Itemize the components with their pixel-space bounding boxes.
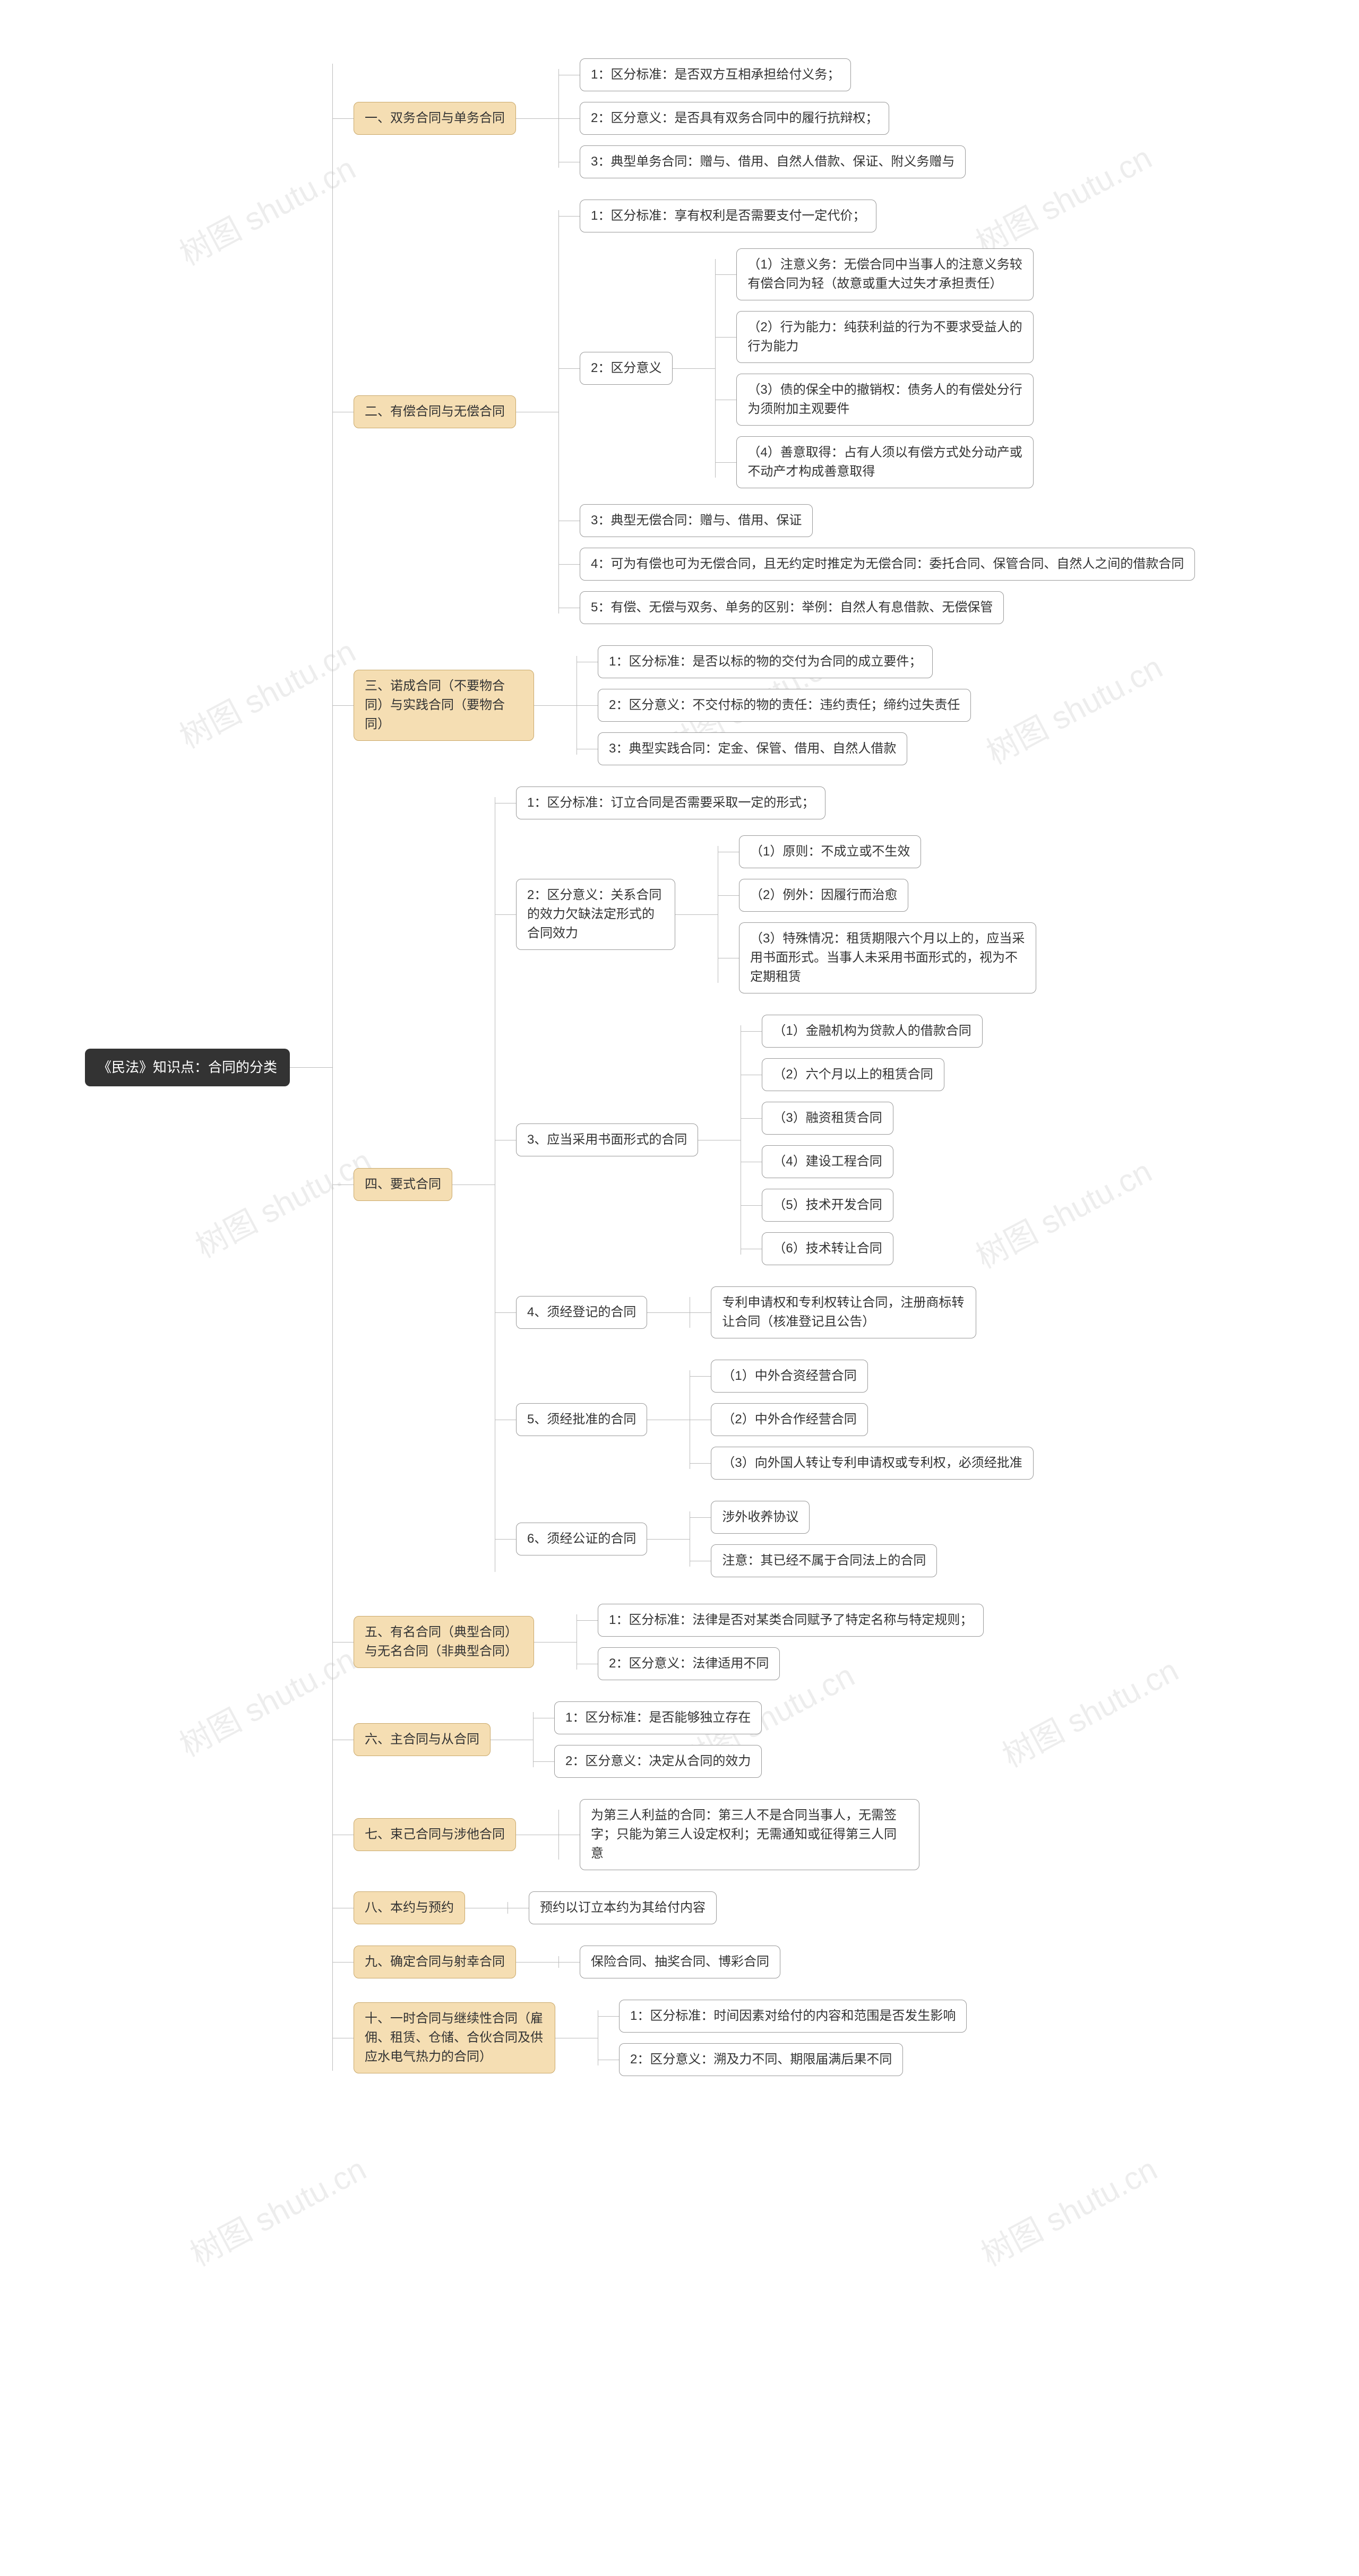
leaf: （4）建设工程合同 xyxy=(762,1145,893,1178)
leaf: 3：典型无偿合同：赠与、借用、保证 xyxy=(580,504,813,537)
leaf: 5：有偿、无偿与双务、单务的区别：举例：自然人有息借款、无偿保管 xyxy=(580,591,1004,624)
branch-7: 七、束己合同与涉他合同 为第三人利益的合同：第三人不是合同当事人，无需签字；只能… xyxy=(354,1794,1195,1875)
leaf: 1：区分标准：订立合同是否需要采取一定的形式； xyxy=(516,786,825,819)
branch-3: 三、诺成合同（不要物合同）与实践合同（要物合同） 1：区分标准：是否以标的物的交… xyxy=(354,640,1195,771)
node-b4c5: 5、须经批准的合同 xyxy=(516,1403,647,1436)
leaf: 2：区分意义：法律适用不同 xyxy=(598,1647,780,1680)
leaf: 1：区分标准：是否双方互相承担给付义务； xyxy=(580,58,851,91)
leaf: 专利申请权和专利权转让合同，注册商标转让合同（核准登记且公告） xyxy=(711,1286,976,1338)
leaf: （1）注意义务：无偿合同中当事人的注意义务较有偿合同为轻（故意或重大过失才承担责… xyxy=(736,248,1034,300)
leaf: 2：区分意义：不交付标的物的责任：违约责任；缔约过失责任 xyxy=(598,689,971,722)
node-b4c2: 2：区分意义：关系合同的效力欠缺法定形式的合同效力 xyxy=(516,879,675,950)
node-b5: 五、有名合同（典型合同）与无名合同（非典型合同） xyxy=(354,1616,534,1668)
leaf: 1：区分标准：是否以标的物的交付为合同的成立要件； xyxy=(598,645,933,678)
leaf: （1）金融机构为贷款人的借款合同 xyxy=(762,1015,982,1048)
leaf: （4）善意取得：占有人须以有偿方式处分动产或不动产才构成善意取得 xyxy=(736,436,1034,488)
node-b4c4: 4、须经登记的合同 xyxy=(516,1296,647,1329)
root-node: 《民法》知识点：合同的分类 xyxy=(85,1049,290,1086)
branch-10: 十、一时合同与继续性合同（雇佣、租赁、仓储、合伙合同及供应水电气热力的合同） 1… xyxy=(354,1994,1195,2081)
branch-9: 九、确定合同与射幸合同 保险合同、抽奖合同、博彩合同 xyxy=(354,1940,1195,1984)
leaf: （1）原则：不成立或不生效 xyxy=(739,835,921,868)
node-b2c2: 2：区分意义 xyxy=(580,352,673,385)
leaf: 保险合同、抽奖合同、博彩合同 xyxy=(580,1946,780,1978)
leaf: （2）六个月以上的租赁合同 xyxy=(762,1058,944,1091)
leaf: （3）融资租赁合同 xyxy=(762,1102,893,1135)
node-b4c3: 3、应当采用书面形式的合同 xyxy=(516,1123,698,1156)
branch-6: 六、主合同与从合同 1：区分标准：是否能够独立存在 2：区分意义：决定从合同的效… xyxy=(354,1696,1195,1783)
node-b1: 一、双务合同与单务合同 xyxy=(354,102,516,135)
branch-5: 五、有名合同（典型合同）与无名合同（非典型合同） 1：区分标准：法律是否对某类合… xyxy=(354,1598,1195,1685)
leaf: （2）例外：因履行而治愈 xyxy=(739,879,908,912)
branch-4: 四、要式合同 1：区分标准：订立合同是否需要采取一定的形式； 2：区分意义：关系… xyxy=(354,781,1195,1588)
leaf: （6）技术转让合同 xyxy=(762,1232,893,1265)
leaf: （2）行为能力：纯获利益的行为不要求受益人的行为能力 xyxy=(736,311,1034,363)
node-b7: 七、束己合同与涉他合同 xyxy=(354,1818,516,1851)
watermark-text: 树图 shutu.cn xyxy=(181,2144,373,2275)
leaf: 涉外收养协议 xyxy=(711,1501,810,1534)
node-b10: 十、一时合同与继续性合同（雇佣、租赁、仓储、合伙合同及供应水电气热力的合同） xyxy=(354,2002,555,2073)
leaf: 预约以订立本约为其给付内容 xyxy=(529,1891,717,1924)
leaf: 2：区分意义：溯及力不同、期限届满后果不同 xyxy=(619,2043,903,2076)
leaf: 1：区分标准：法律是否对某类合同赋予了特定名称与特定规则； xyxy=(598,1604,984,1637)
node-b9: 九、确定合同与射幸合同 xyxy=(354,1946,516,1978)
node-b6: 六、主合同与从合同 xyxy=(354,1723,491,1756)
node-b3: 三、诺成合同（不要物合同）与实践合同（要物合同） xyxy=(354,670,534,741)
mindmap-root-container: 《民法》知识点：合同的分类 一、双务合同与单务合同 1：区分标准：是否双方互相承… xyxy=(85,48,1195,2087)
branch-2: 二、有偿合同与无偿合同 1：区分标准：享有权利是否需要支付一定代价； 2：区分意… xyxy=(354,194,1195,629)
level1-children: 一、双务合同与单务合同 1：区分标准：是否双方互相承担给付义务； 2：区分意义：… xyxy=(354,48,1195,2087)
leaf: 3：典型实践合同：定金、保管、借用、自然人借款 xyxy=(598,732,907,765)
leaf: （2）中外合作经营合同 xyxy=(711,1403,867,1436)
leaf: 2：区分意义：决定从合同的效力 xyxy=(554,1745,762,1778)
leaf: 4：可为有偿也可为无偿合同，且无约定时推定为无偿合同：委托合同、保管合同、自然人… xyxy=(580,548,1195,581)
leaf: 2：区分意义：是否具有双务合同中的履行抗辩权； xyxy=(580,102,889,135)
leaf: （3）向外国人转让专利申请权或专利权，必须经批准 xyxy=(711,1447,1033,1480)
leaf: （5）技术开发合同 xyxy=(762,1189,893,1222)
branch-8: 八、本约与预约 预约以订立本约为其给付内容 xyxy=(354,1886,1195,1930)
leaf: （3）债的保全中的撤销权：债务人的有偿处分行为须附加主观要件 xyxy=(736,374,1034,426)
watermark-text: 树图 shutu.cn xyxy=(972,2144,1164,2275)
branch-1: 一、双务合同与单务合同 1：区分标准：是否双方互相承担给付义务； 2：区分意义：… xyxy=(354,53,1195,184)
leaf: 1：区分标准：享有权利是否需要支付一定代价； xyxy=(580,200,876,232)
leaf: 1：区分标准：时间因素对给付的内容和范围是否发生影响 xyxy=(619,2000,967,2033)
leaf: （3）特殊情况：租赁期限六个月以上的，应当采用书面形式。当事人未采用书面形式的，… xyxy=(739,922,1036,993)
node-b8: 八、本约与预约 xyxy=(354,1891,465,1924)
leaf: 为第三人利益的合同：第三人不是合同当事人，无需签字；只能为第三人设定权利；无需通… xyxy=(580,1799,919,1870)
leaf: 注意：其已经不属于合同法上的合同 xyxy=(711,1544,937,1577)
node-b4c6: 6、须经公证的合同 xyxy=(516,1523,647,1555)
leaf: （1）中外合资经营合同 xyxy=(711,1360,867,1393)
node-b2: 二、有偿合同与无偿合同 xyxy=(354,395,516,428)
leaf: 3：典型单务合同：赠与、借用、自然人借款、保证、附义务赠与 xyxy=(580,145,966,178)
leaf: 1：区分标准：是否能够独立存在 xyxy=(554,1701,762,1734)
node-b4: 四、要式合同 xyxy=(354,1168,452,1201)
